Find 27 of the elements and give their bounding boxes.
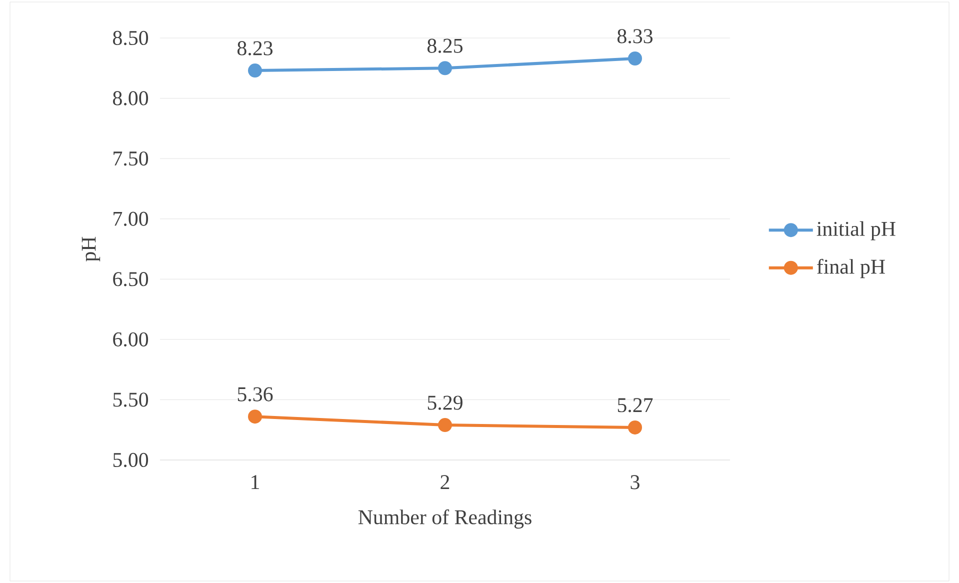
point: [438, 418, 452, 432]
point: [438, 61, 452, 76]
x-tick-label: 2: [440, 475, 450, 490]
x-tick-label: 3: [630, 475, 640, 490]
x-axis-title: Number of Readings: [358, 509, 532, 529]
y-axis-title: pH: [82, 236, 100, 262]
y-tick-label: 5.50: [113, 392, 148, 407]
y-tick-label: 6.00: [113, 332, 148, 347]
data-label: 8.25: [427, 38, 462, 53]
y-tick-label: 7.00: [114, 212, 148, 226]
data-label: 8.23: [237, 41, 272, 56]
data-label: 8.33: [617, 29, 652, 44]
y-tick-label: 5.00: [113, 452, 148, 468]
legend-label: final pH: [817, 258, 885, 278]
y-tick-label: 6.50: [113, 272, 148, 286]
legend-label: initial pH: [816, 221, 896, 240]
y-tick-label: 8.00: [113, 91, 148, 106]
data-label: 5.27: [618, 398, 653, 412]
y-tick-label: 7.50: [114, 151, 148, 166]
point: [248, 410, 262, 424]
data-label: 5.36: [238, 387, 273, 402]
data-label: 5.29: [428, 396, 462, 410]
point: [628, 51, 642, 66]
x-tick-label: 1: [252, 475, 259, 489]
y-tick-label: 8.50: [113, 30, 148, 46]
point: [248, 64, 262, 78]
point: [628, 420, 642, 434]
